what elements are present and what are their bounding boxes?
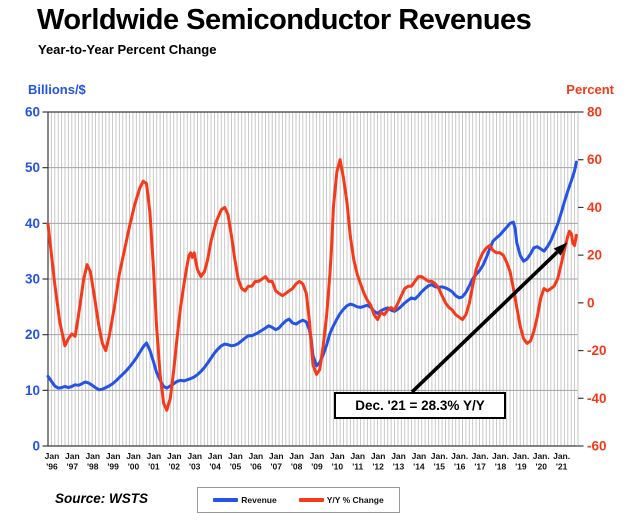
left-tick-label: 20 — [25, 327, 40, 342]
x-tick-month: Jan — [330, 451, 345, 461]
x-tick-year: '04 — [209, 462, 221, 472]
x-tick-year: '14 — [413, 462, 425, 472]
right-tick-label: 20 — [587, 248, 602, 263]
x-tick-month: Jan — [289, 451, 304, 461]
legend-item-yoy: Y/Y % Change — [298, 495, 384, 505]
right-tick-label: 0 — [587, 295, 595, 310]
x-tick-month: Jan. — [472, 451, 489, 461]
x-tick-month: Jan — [249, 451, 264, 461]
x-tick-year: '11 — [352, 462, 363, 472]
right-tick-label: -60 — [587, 439, 607, 454]
x-tick-month: Jan — [65, 451, 80, 461]
x-tick-year: '21 — [556, 462, 568, 472]
x-tick-month: Jan — [45, 451, 60, 461]
legend-item-revenue: Revenue — [213, 495, 277, 505]
annotation-text: Dec. '21 = 28.3% Y/Y — [355, 398, 485, 413]
x-tick-month: Jan — [350, 451, 365, 461]
x-tick-month: Jan — [208, 451, 223, 461]
x-tick-month: Jan — [412, 451, 427, 461]
legend-label-yoy: Y/Y % Change — [326, 495, 384, 505]
left-tick-label: 30 — [25, 272, 40, 287]
x-tick-year: '13 — [393, 462, 405, 472]
x-tick-year: '19 — [515, 462, 527, 472]
x-tick-year: '05 — [230, 462, 242, 472]
x-tick-year: '03 — [189, 462, 201, 472]
yoy-line-swatch — [298, 498, 324, 502]
x-tick-month: Jan — [126, 451, 141, 461]
annotation-callout: Dec. '21 = 28.3% Y/Y — [334, 392, 506, 419]
legend: Revenue Y/Y % Change — [197, 487, 400, 513]
left-tick-label: 50 — [25, 160, 40, 175]
left-axis-title: Billions/$ — [28, 82, 86, 97]
x-tick-month: Jan — [228, 451, 243, 461]
right-tick-label: -40 — [587, 391, 607, 406]
x-tick-month: Jan. — [533, 451, 550, 461]
source-credit: Source: WSTS — [55, 491, 149, 506]
x-tick-year: '10 — [332, 462, 344, 472]
left-tick-label: 10 — [25, 383, 40, 398]
x-tick-month: Jan. — [512, 451, 529, 461]
yoy-line — [46, 158, 578, 412]
x-tick-year: '16 — [454, 462, 466, 472]
x-tick-month: Jan. — [431, 451, 448, 461]
x-tick-month: Jan. — [492, 451, 509, 461]
right-tick-label: 80 — [587, 105, 602, 120]
legend-label-revenue: Revenue — [241, 495, 277, 505]
x-tick-month: Jan — [310, 451, 325, 461]
x-tick-year: '06 — [250, 462, 262, 472]
x-tick-year: '99 — [107, 462, 119, 472]
x-tick-year: '02 — [169, 462, 181, 472]
x-tick-year: '96 — [46, 462, 58, 472]
x-tick-month: Jan — [391, 451, 406, 461]
x-tick-month: Jan — [187, 451, 202, 461]
x-tick-year: '20 — [535, 462, 547, 472]
x-tick-month: Jan — [167, 451, 182, 461]
right-tick-label: -20 — [587, 343, 607, 358]
x-tick-year: '00 — [128, 462, 140, 472]
x-tick-month: Jan — [147, 451, 162, 461]
annotation-arrow-icon — [553, 242, 568, 256]
chart-subtitle: Year-to-Year Percent Change — [38, 42, 217, 57]
right-axis-title: Percent — [566, 82, 614, 97]
x-tick-year: '09 — [311, 462, 323, 472]
x-tick-year: '07 — [270, 462, 282, 472]
x-tick-year: '98 — [87, 462, 99, 472]
x-tick-month: Jan — [85, 451, 100, 461]
x-tick-month: Jan — [269, 451, 284, 461]
x-tick-year: '97 — [67, 462, 79, 472]
x-tick-year: '12 — [372, 462, 384, 472]
x-tick-year: '01 — [148, 462, 160, 472]
x-tick-year: '08 — [291, 462, 303, 472]
x-tick-month: Jan — [371, 451, 386, 461]
x-tick-year: '15 — [434, 462, 446, 472]
x-tick-month: Jan. — [451, 451, 468, 461]
x-tick-month: Jan. — [553, 451, 570, 461]
chart-title: Worldwide Semiconductor Revenues — [37, 4, 532, 36]
revenue-line-swatch — [213, 498, 239, 502]
right-tick-label: 40 — [587, 200, 602, 215]
left-tick-label: 0 — [32, 439, 40, 454]
x-tick-year: '17 — [474, 462, 486, 472]
left-tick-label: 60 — [25, 105, 40, 120]
left-tick-label: 40 — [25, 216, 40, 231]
x-tick-year: '18 — [495, 462, 507, 472]
right-tick-label: 60 — [587, 152, 602, 167]
annotation-arrow-shaft — [410, 250, 559, 394]
x-tick-month: Jan — [106, 451, 121, 461]
